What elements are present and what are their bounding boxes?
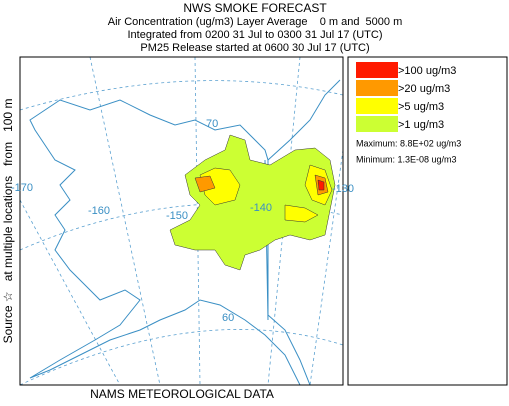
map-frame [19, 56, 344, 386]
map: -170 -160 -150 -140 -130 70 60 [11, 56, 354, 386]
legend: Maximum: 8.8E+02 ug/m3 Minimum: 1.3E-08 … [347, 56, 508, 386]
minimum: Minimum: 1.3E-08 ug/m3 [356, 154, 457, 164]
legend-frame [347, 56, 508, 386]
legend-label: >20 ug/m3 [398, 83, 450, 95]
legend-swatch [356, 80, 398, 96]
title: NWS SMOKE FORECAST [183, 1, 327, 15]
graticule-label: 70 [206, 118, 218, 130]
graticule-label: -150 [166, 210, 188, 222]
legend-label: >1 ug/m3 [398, 119, 444, 131]
coastline [29, 99, 311, 385]
graticule-label: -170 [11, 182, 33, 194]
maximum: Maximum: 8.8E+02 ug/m3 [356, 138, 461, 148]
legend-swatch [356, 62, 398, 78]
graticule-label: -130 [332, 183, 354, 195]
subtitle: PM25 Release started at 0600 30 Jul 17 (… [140, 42, 369, 54]
legend-label: >100 ug/m3 [398, 65, 456, 77]
subtitle: Air Concentration (ug/m3) Layer Average … [108, 16, 403, 28]
legend-swatch [356, 98, 398, 114]
graticule-label: 60 [222, 312, 234, 324]
graticule-label: -160 [88, 205, 110, 217]
footer: NAMS METEOROLOGICAL DATA [90, 387, 274, 401]
graticule-label: -140 [250, 202, 272, 214]
coastline [267, 79, 341, 161]
subtitle: Integrated from 0200 31 Jul to 0300 31 J… [128, 29, 383, 41]
legend-swatch [356, 116, 398, 132]
side-label: Source ☆ at multiple locations from 100 … [1, 99, 15, 344]
smoke-plume [169, 134, 336, 271]
legend-label: >5 ug/m3 [398, 101, 444, 113]
